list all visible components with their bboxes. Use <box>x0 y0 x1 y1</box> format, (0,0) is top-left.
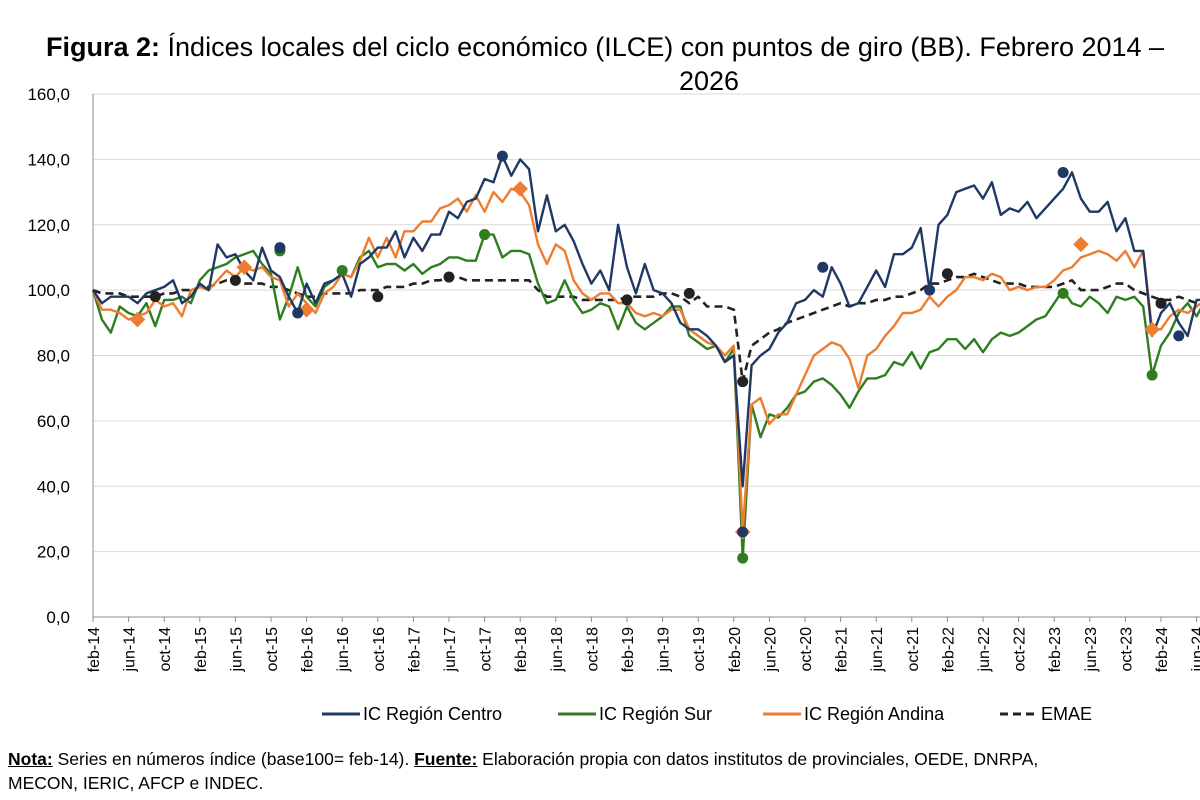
x-tick-label: oct-23 <box>1118 627 1135 672</box>
marker-centro <box>924 284 936 296</box>
y-tick-label: 60,0 <box>37 412 70 431</box>
y-tick-label: 140,0 <box>27 150 70 169</box>
chart-title: Figura 2: Índices locales del ciclo econ… <box>46 30 1200 64</box>
marker-emae <box>621 294 633 306</box>
x-tick-label: jun-19 <box>656 627 673 673</box>
marker-centro <box>1173 330 1185 342</box>
x-tick-label: jun-17 <box>442 627 459 673</box>
y-tick-label: 20,0 <box>37 543 70 562</box>
series-lines <box>91 154 1200 560</box>
x-tick-label: jun-16 <box>335 627 352 673</box>
x-tick-label: jun-22 <box>976 627 993 673</box>
series-line-sur <box>91 233 1200 560</box>
x-tick-label: feb-22 <box>940 627 957 672</box>
series-line-centro <box>92 154 1200 488</box>
x-tick-label: jun-15 <box>228 627 245 673</box>
marker-emae <box>372 291 384 303</box>
x-tick-label: feb-16 <box>300 627 317 672</box>
marker-sur <box>737 552 749 564</box>
marker-emae <box>941 268 953 280</box>
x-axis: feb-14 jun-14 oct-14 feb-15 jun-15 oct-15 feb-… <box>86 94 1200 672</box>
fuente-text: Elaboración propia con datos institutos … <box>477 749 1039 769</box>
legend-label-centro: IC Región Centro <box>363 704 502 724</box>
gridlines <box>93 93 1200 618</box>
marker-emae <box>683 287 695 299</box>
x-tick-label: jun-24 <box>1190 627 1200 673</box>
x-tick-label: jun-14 <box>122 627 139 673</box>
title-text: Índices locales del ciclo económico (ILC… <box>167 32 1165 62</box>
turning-point-markers <box>129 150 1185 564</box>
marker-emae <box>737 376 749 388</box>
marker-sur <box>336 265 348 277</box>
marker-centro <box>1057 166 1069 178</box>
x-tick-label: oct-15 <box>264 627 281 672</box>
marker-andina <box>512 181 528 197</box>
x-tick-label: feb-14 <box>86 627 103 672</box>
y-axis-ticks: 0,0 20,0 40,0 60,0 80,0 100,0 120,0 140,0 160,0 <box>27 85 70 627</box>
x-tick-label: jun-21 <box>869 627 886 673</box>
x-tick-label: feb-20 <box>727 627 744 672</box>
x-tick-label: feb-24 <box>1154 627 1171 672</box>
marker-centro <box>737 526 749 538</box>
marker-centro <box>274 242 286 254</box>
x-tick-label: oct-17 <box>478 627 495 672</box>
marker-sur <box>1057 287 1069 299</box>
marker-sur <box>1146 369 1158 381</box>
marker-sur <box>479 229 491 241</box>
marker-centro <box>817 261 829 273</box>
legend-label-emae: EMAE <box>1041 704 1092 724</box>
x-tick-label: feb-23 <box>1047 627 1064 672</box>
x-tick-label: feb-18 <box>513 627 530 672</box>
x-tick-label: feb-17 <box>406 627 423 672</box>
x-tick-label: jun-18 <box>549 627 566 673</box>
marker-emae <box>149 291 161 303</box>
footnote: Nota: Series en números índice (base100=… <box>8 747 1038 795</box>
x-tick-label: feb-19 <box>620 627 637 672</box>
title-bold: Figura 2: <box>46 32 161 62</box>
nota-label: Nota: <box>8 749 53 769</box>
marker-centro <box>292 307 304 319</box>
note-line2: MECON, IERIC, AFCP e INDEC. <box>8 773 264 793</box>
y-tick-label: 0,0 <box>46 608 70 627</box>
x-tick-label: oct-22 <box>1012 627 1029 672</box>
marker-andina <box>236 259 253 276</box>
marker-andina <box>129 311 146 328</box>
y-tick-label: 160,0 <box>27 85 70 104</box>
y-tick-label: 40,0 <box>37 477 70 496</box>
x-tick-label: oct-20 <box>798 627 815 672</box>
marker-emae <box>443 271 455 283</box>
series-line-andina <box>91 187 1200 534</box>
legend-label-andina: IC Región Andina <box>804 704 945 724</box>
legend: IC Región Centro IC Región Sur IC Región A… <box>322 704 1092 724</box>
y-tick-label: 120,0 <box>27 216 70 235</box>
line-chart: 0,020,040,060,080,0100,0120,0140,0160,0 … <box>27 85 1200 724</box>
fuente-label: Fuente: <box>414 749 478 769</box>
x-tick-label: oct-18 <box>584 627 601 672</box>
x-tick-label: jun-23 <box>1083 627 1100 673</box>
marker-emae <box>1155 297 1167 309</box>
marker-centro <box>496 150 508 162</box>
marker-emae <box>229 274 241 286</box>
x-tick-label: feb-21 <box>834 627 851 672</box>
chart-title-line2: 2026 <box>678 66 740 96</box>
x-tick-label: oct-21 <box>905 627 922 672</box>
y-tick-label: 80,0 <box>37 347 70 366</box>
x-tick-label: oct-16 <box>371 627 388 672</box>
x-tick-label: feb-15 <box>193 627 210 672</box>
nota-text: Series en números índice (base100= feb-1… <box>52 749 415 769</box>
x-tick-label: jun-20 <box>762 627 779 673</box>
marker-andina <box>1073 236 1089 253</box>
x-tick-label: oct-19 <box>691 627 708 672</box>
x-tick-label: oct-14 <box>157 627 174 672</box>
marker-andina <box>1144 321 1160 338</box>
legend-label-sur: IC Región Sur <box>599 704 712 724</box>
y-tick-label: 100,0 <box>27 281 70 300</box>
